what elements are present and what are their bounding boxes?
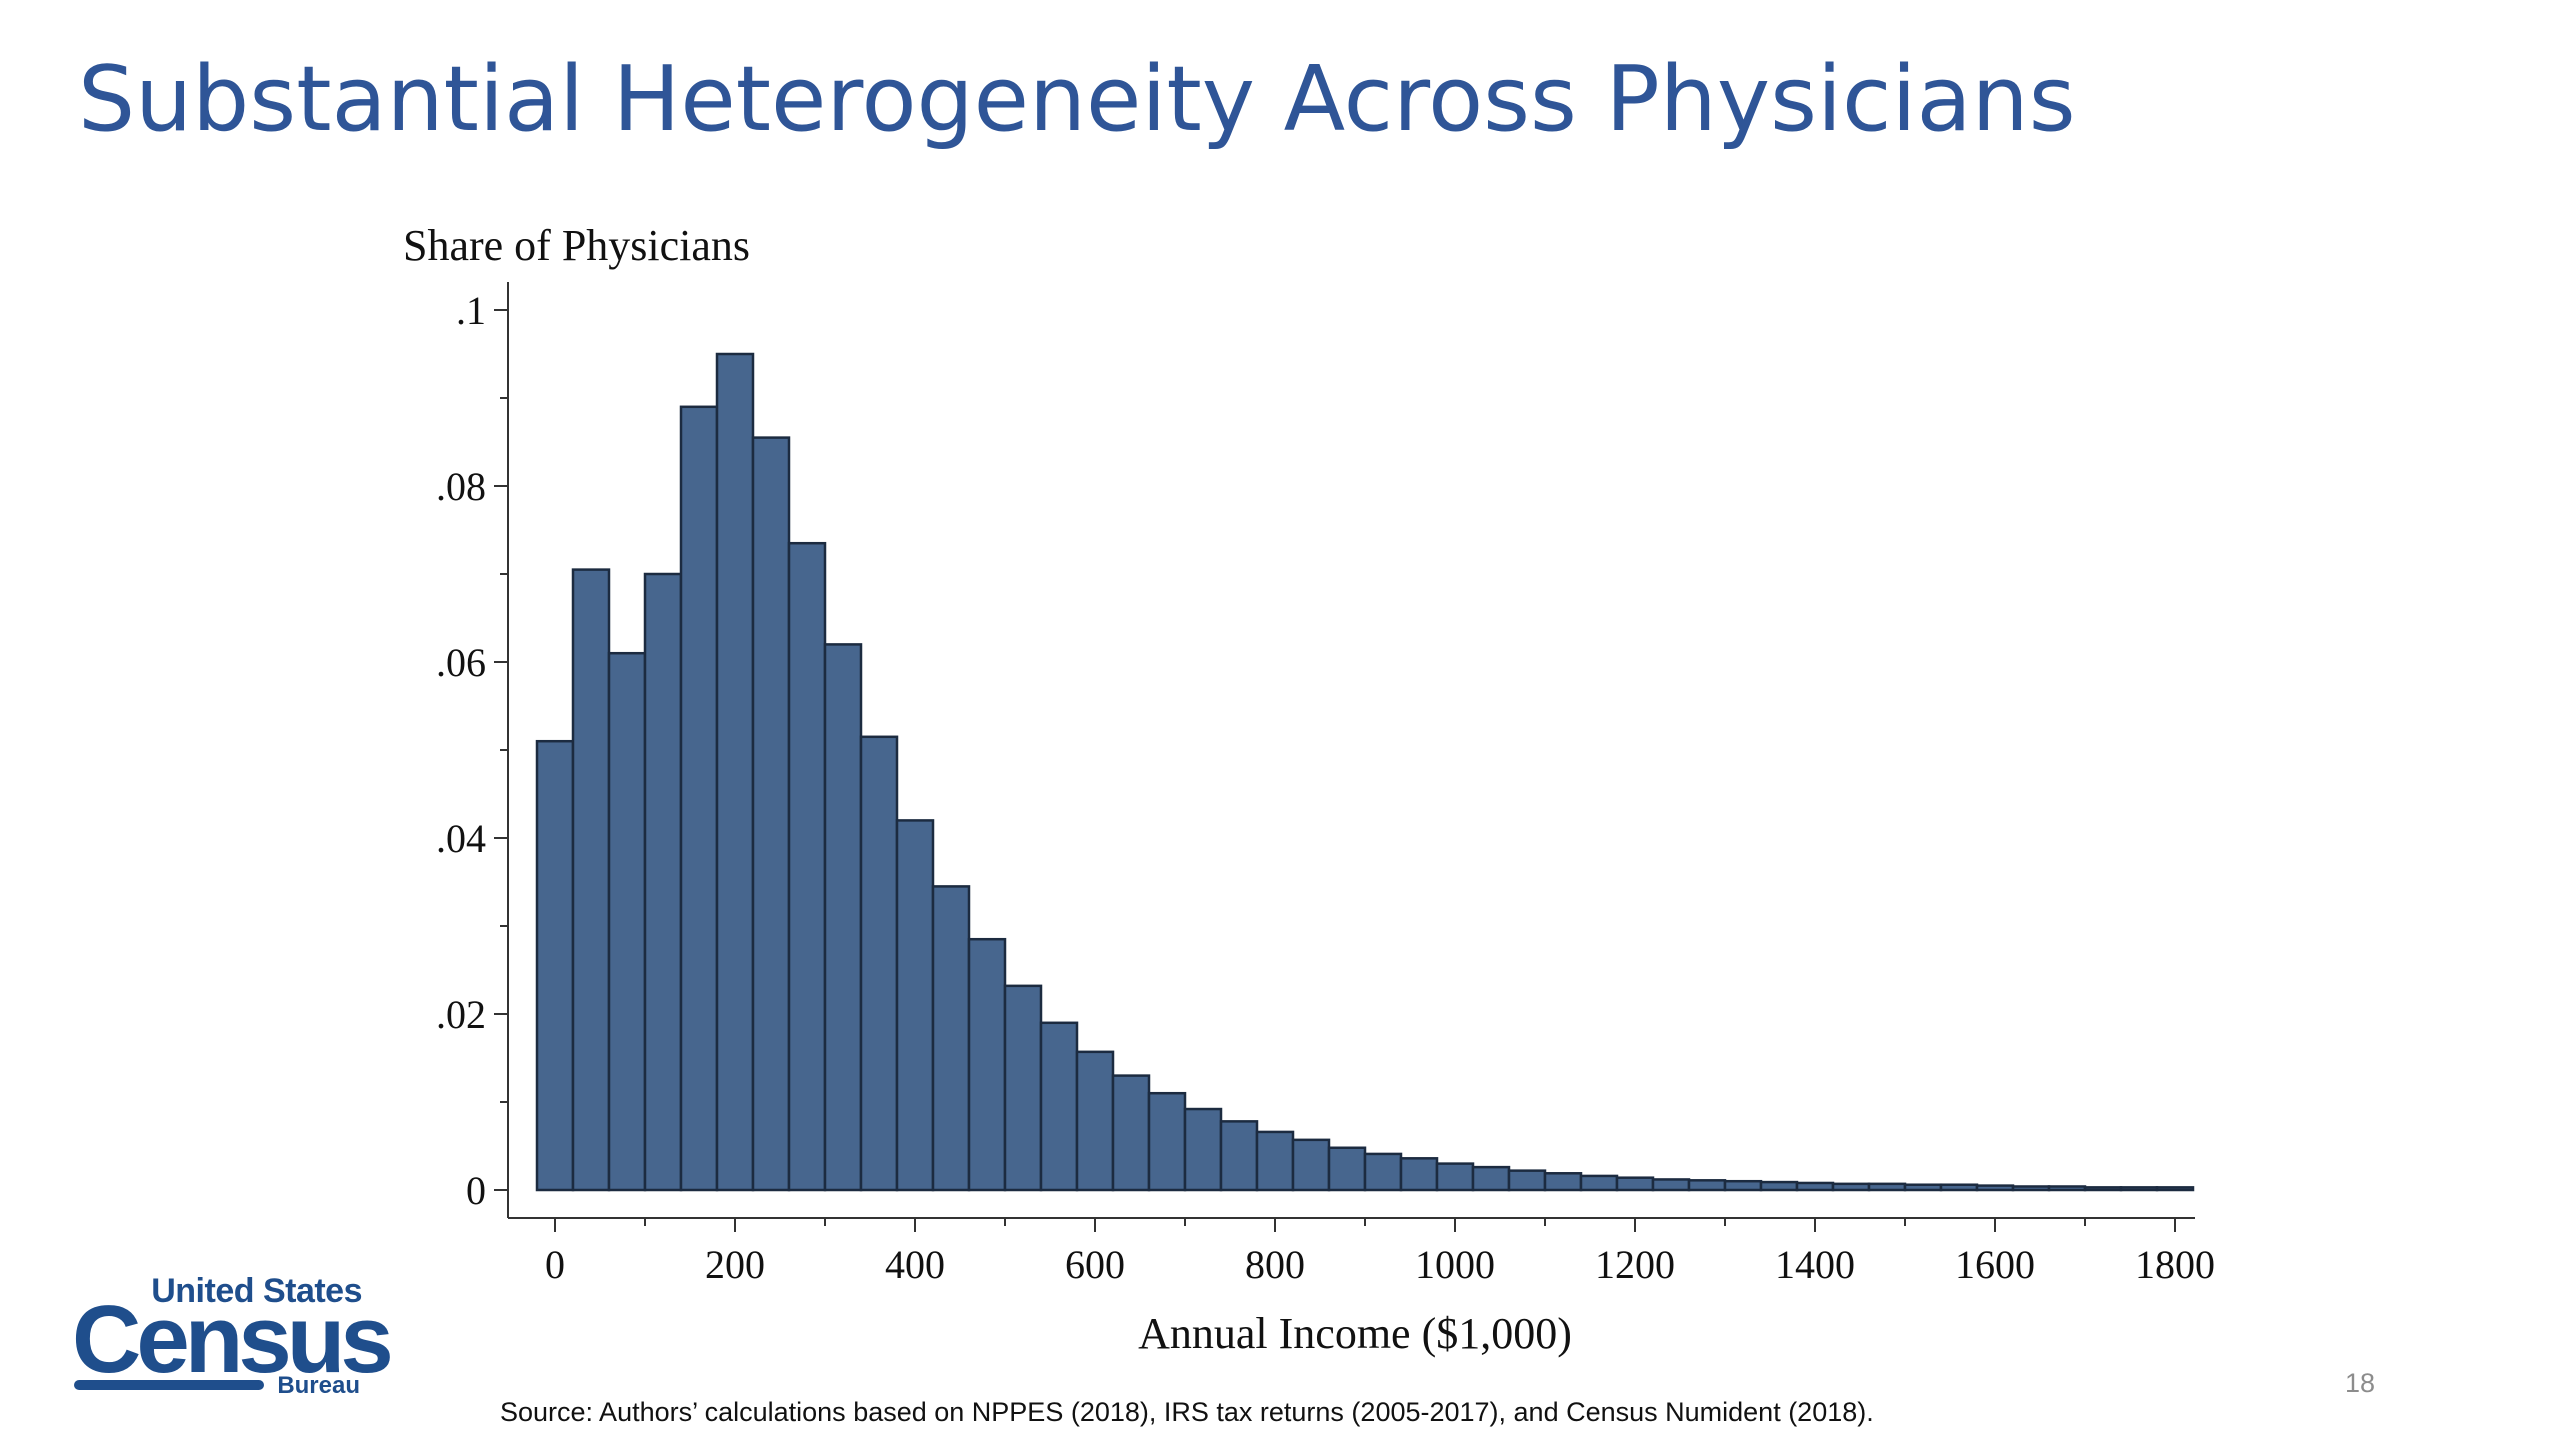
histogram-bar-29	[1579, 1174, 1619, 1192]
histogram-bar-12	[967, 937, 1007, 1192]
histogram-bar-20	[1255, 1130, 1295, 1192]
y-axis-title: Share of Physicians	[403, 221, 750, 270]
histogram-bar-41	[2011, 1185, 2051, 1192]
histogram-bar-27	[1507, 1169, 1547, 1192]
histogram-bar-31	[1651, 1178, 1691, 1192]
histogram-bar-38	[1903, 1183, 1943, 1192]
histogram-bar-18	[1183, 1107, 1223, 1192]
histogram-bar-33	[1723, 1179, 1763, 1192]
histogram-bar-11	[931, 885, 971, 1192]
histogram-bar-28	[1543, 1172, 1583, 1192]
histogram-bar-7	[787, 541, 827, 1192]
logo-underline-bar	[74, 1380, 264, 1390]
histogram-bar-42	[2047, 1185, 2087, 1192]
histogram-bar-6	[751, 436, 791, 1192]
slide-title: Substantial Heterogeneity Across Physici…	[78, 47, 2076, 152]
page-number: 18	[2345, 1368, 2376, 1398]
logo-united-states-text: United States	[151, 1272, 362, 1310]
histogram-bar-13	[1003, 984, 1043, 1192]
histogram-bar-4	[679, 405, 719, 1192]
histogram-bar-19	[1219, 1120, 1259, 1192]
histogram-bar-30	[1615, 1176, 1655, 1192]
y-tick-label: .02	[436, 992, 486, 1037]
census-bureau-logo: United States Census Bureau	[72, 1272, 394, 1412]
x-tick-label: 200	[705, 1242, 765, 1287]
x-tick-label: 1200	[1595, 1242, 1675, 1287]
x-tick-label: 1800	[2135, 1242, 2215, 1287]
histogram-bar-8	[823, 643, 863, 1192]
source-note: Source: Authors’ calculations based on N…	[500, 1397, 1874, 1427]
y-tick-label: .06	[436, 640, 486, 685]
histogram-bar-24	[1399, 1157, 1439, 1192]
x-tick-label: 800	[1245, 1242, 1305, 1287]
y-tick-label: .04	[436, 816, 486, 861]
histogram-bar-2	[607, 651, 647, 1192]
histogram-bars	[535, 352, 2195, 1192]
y-tick-label: .1	[456, 288, 486, 333]
histogram-bar-22	[1327, 1146, 1367, 1192]
histogram-bar-21	[1291, 1138, 1331, 1192]
histogram-bar-26	[1471, 1165, 1511, 1192]
y-tick-label: .08	[436, 464, 486, 509]
logo-bureau-text: Bureau	[277, 1372, 360, 1399]
x-tick-label: 400	[885, 1242, 945, 1287]
y-tick-label: 0	[466, 1168, 486, 1213]
histogram-bar-43	[2083, 1186, 2123, 1192]
histogram-bar-45	[2155, 1186, 2195, 1192]
x-tick-label: 1600	[1955, 1242, 2035, 1287]
logo-census-wordmark: Census	[72, 1286, 394, 1393]
chart-axes	[494, 282, 2195, 1232]
histogram-bar-36	[1831, 1182, 1871, 1192]
histogram-bar-17	[1147, 1091, 1187, 1192]
histogram-bar-15	[1075, 1050, 1115, 1192]
histogram-bar-35	[1795, 1181, 1835, 1192]
x-tick-label: 1000	[1415, 1242, 1495, 1287]
x-tick-label: 600	[1065, 1242, 1125, 1287]
histogram-bar-25	[1435, 1162, 1475, 1192]
histogram-bar-10	[895, 819, 935, 1192]
histogram-bar-3	[643, 572, 683, 1192]
histogram-bar-37	[1867, 1182, 1907, 1192]
x-tick-label: 1400	[1775, 1242, 1855, 1287]
histogram-bar-16	[1111, 1074, 1151, 1192]
histogram-bar-1	[571, 568, 611, 1192]
histogram-bar-9	[859, 735, 899, 1192]
histogram-bar-32	[1687, 1179, 1727, 1192]
histogram-bar-44	[2119, 1186, 2159, 1192]
histogram-bar-5	[715, 352, 755, 1192]
histogram-bar-40	[1975, 1184, 2015, 1192]
x-tick-label: 0	[545, 1242, 565, 1287]
histogram-bar-34	[1759, 1180, 1799, 1192]
histogram-bar-14	[1039, 1021, 1079, 1192]
histogram-bar-23	[1363, 1152, 1403, 1192]
tick-labels: 0 .02 .04 .06 .08 .1 0 200 400 600 800 1000 1200 1400…	[436, 288, 2215, 1287]
histogram-bar-39	[1939, 1183, 1979, 1192]
histogram-bar-0	[535, 739, 575, 1192]
x-axis-title: Annual Income ($1,000)	[1138, 1309, 1572, 1358]
